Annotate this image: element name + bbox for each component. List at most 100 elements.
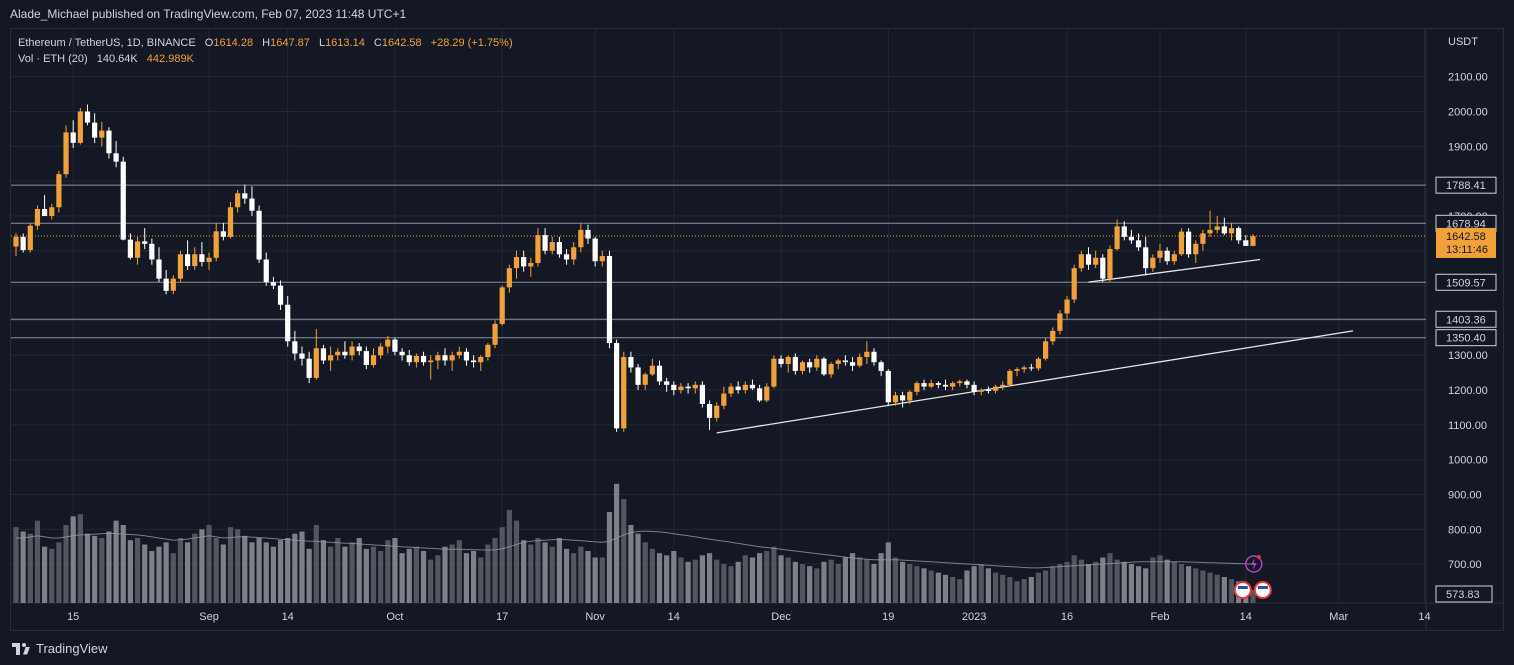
candle-body <box>1178 231 1185 255</box>
candle-body <box>84 111 91 123</box>
volume-bar <box>235 529 241 603</box>
volume-bar <box>1043 570 1049 603</box>
x-tick-label: 14 <box>668 611 680 623</box>
high-value: 1647.87 <box>270 37 310 49</box>
y-tick-label: 2100.00 <box>1448 72 1488 84</box>
volume-bar <box>63 525 69 603</box>
volume-bar <box>299 531 305 603</box>
us-flag-event-icon <box>1233 581 1252 599</box>
candle-body <box>256 210 262 260</box>
volume-bar <box>92 535 98 603</box>
candle-body <box>978 390 984 392</box>
volume-bar <box>721 564 727 603</box>
volume-bar <box>628 525 634 603</box>
candle-body <box>1000 384 1006 387</box>
lightning-event-icon <box>1245 555 1263 573</box>
volume-bar <box>706 553 713 603</box>
candle-body <box>242 193 248 199</box>
x-tick-label: Dec <box>771 611 791 623</box>
candle-body <box>428 360 434 363</box>
volume-indicator-title[interactable]: Vol · ETH (20) <box>18 53 88 65</box>
candle-body <box>134 241 141 258</box>
volume-bar <box>1007 577 1013 603</box>
volume-bar <box>170 553 176 603</box>
candle-body <box>20 236 26 251</box>
candle-body <box>378 346 384 356</box>
open-label: O <box>204 37 214 49</box>
candlestick-chart[interactable]: USDT2100.002000.001900.001800.001700.001… <box>11 29 1505 632</box>
level-price-label: 1350.40 <box>1446 333 1486 345</box>
candle-body <box>1035 358 1042 369</box>
volume-bar <box>1214 574 1220 603</box>
candle-body <box>249 198 255 211</box>
volume-tag <box>1435 585 1493 603</box>
symbol-title[interactable]: Ethereum / TetherUS, 1D, BINANCE <box>18 37 196 49</box>
x-tick-label: 17 <box>496 611 508 623</box>
candle-body <box>199 254 205 262</box>
volume-bar <box>1164 559 1170 603</box>
candle-body <box>1164 250 1170 262</box>
volume-bar <box>1078 559 1084 603</box>
currency-label: USDT <box>1448 36 1478 48</box>
volume-bar <box>735 561 741 603</box>
candle-body <box>277 285 284 305</box>
candle-body <box>142 241 148 244</box>
volume-bar <box>499 527 505 603</box>
volume-bar <box>921 568 927 603</box>
candle-body <box>878 362 884 371</box>
volume-bar <box>699 555 705 603</box>
candle-body <box>528 262 534 267</box>
candle-body <box>1150 257 1156 269</box>
volume-bar <box>113 520 119 603</box>
candle-body <box>149 243 155 260</box>
high-label: H <box>262 37 271 49</box>
candle-body <box>985 390 991 392</box>
volume-bar <box>978 564 984 603</box>
volume-bar <box>1050 566 1056 603</box>
lightning-icon <box>1250 558 1257 570</box>
volume-bar <box>428 559 434 603</box>
volume-bar <box>621 499 627 603</box>
volume-bar <box>435 555 441 603</box>
volume-bar <box>842 557 848 603</box>
candle-body <box>392 339 398 352</box>
candle-body <box>70 132 76 143</box>
candle-body <box>814 358 820 368</box>
candle-body <box>1128 236 1134 241</box>
volume-bar <box>1221 577 1227 603</box>
volume-bar <box>1228 579 1235 603</box>
candle-body <box>971 384 977 392</box>
volume-bar <box>807 566 813 603</box>
candle-body <box>185 254 191 267</box>
volume-value: 140.64K <box>96 53 138 65</box>
volume-bar <box>1150 557 1156 603</box>
candle-body <box>699 384 705 404</box>
candle-body <box>992 386 999 391</box>
candle-body <box>1135 240 1142 248</box>
volume-bar <box>335 538 341 603</box>
candle-body <box>299 353 305 359</box>
candle-body <box>892 395 899 403</box>
volume-bar <box>27 533 33 603</box>
candle-body <box>499 287 505 324</box>
volume-bar <box>134 538 141 603</box>
candle-body <box>1171 254 1177 262</box>
volume-bar <box>549 546 555 603</box>
candle-body <box>370 355 377 365</box>
flag-stripe <box>1257 586 1268 589</box>
x-tick-label: Feb <box>1151 611 1170 623</box>
volume-bar <box>1186 566 1192 603</box>
candle-body <box>957 381 963 384</box>
candle-body <box>950 383 956 387</box>
volume-bar <box>857 557 863 603</box>
volume-bar <box>177 538 184 603</box>
chart-frame[interactable]: USDT2100.002000.001900.001800.001700.001… <box>10 28 1505 632</box>
tradingview-logo[interactable]: TradingView <box>12 641 108 656</box>
volume-bar <box>206 525 212 603</box>
candle-body <box>778 358 784 364</box>
volume-bar <box>492 538 498 603</box>
candle-body <box>614 343 620 429</box>
volume-bar <box>914 566 920 603</box>
candle-body <box>563 254 570 260</box>
candle-body <box>385 339 391 347</box>
